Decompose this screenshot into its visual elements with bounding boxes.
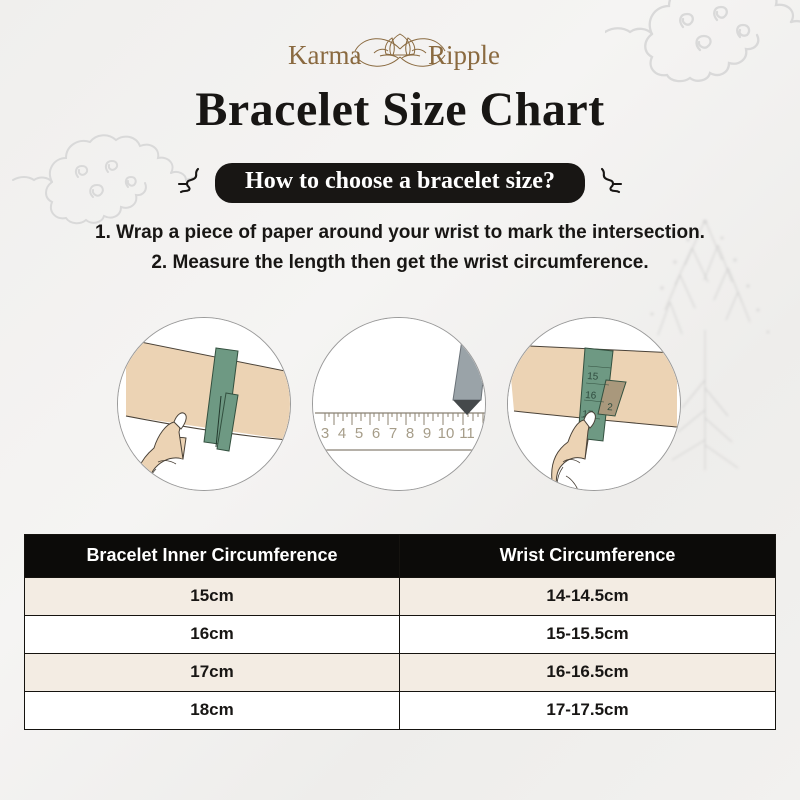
svg-text:5: 5: [355, 425, 363, 442]
svg-text:6: 6: [372, 425, 380, 442]
svg-text:16: 16: [585, 390, 597, 402]
svg-text:9: 9: [423, 425, 431, 442]
svg-text:4: 4: [338, 425, 346, 442]
svg-text:7: 7: [389, 425, 397, 442]
svg-text:8: 8: [406, 425, 414, 442]
svg-text:Ripple: Ripple: [428, 40, 500, 70]
svg-text:12: 12: [480, 425, 486, 442]
svg-text:3: 3: [321, 425, 329, 442]
svg-text:11: 11: [459, 425, 475, 442]
svg-text:Karma: Karma: [288, 40, 361, 70]
svg-text:15: 15: [587, 371, 599, 383]
svg-text:10: 10: [438, 425, 455, 442]
